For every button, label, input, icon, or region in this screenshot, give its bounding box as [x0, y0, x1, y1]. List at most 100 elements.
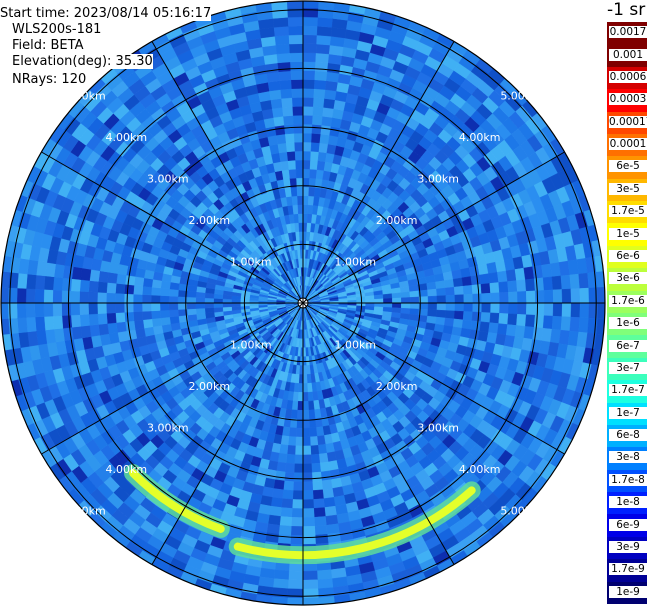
- range-gate-cell: [231, 302, 241, 307]
- range-gate-cell: [269, 505, 282, 517]
- range-gate-cell: [400, 291, 411, 299]
- range-gate-cell: [88, 313, 99, 326]
- range-gate-cell: [470, 274, 482, 286]
- range-gate-cell: [533, 314, 545, 329]
- range-gate-cell: [302, 472, 313, 483]
- range-gate-cell: [427, 309, 438, 318]
- range-gate-cell: [311, 124, 322, 135]
- ring-label: 4.00km: [459, 463, 501, 476]
- range-gate-cell: [302, 195, 309, 205]
- range-gate-cell: [312, 106, 324, 117]
- range-gate-cell: [302, 508, 315, 518]
- range-gate-cell: [98, 323, 109, 336]
- colorbar-label: 1.7e-9: [609, 563, 647, 576]
- range-gate-cell: [542, 276, 554, 291]
- range-gate-cell: [281, 498, 293, 509]
- range-gate-cell: [302, 365, 307, 375]
- range-gate-cell: [89, 269, 101, 282]
- range-gate-cell: [452, 318, 464, 329]
- colorbar-label: 1e-8: [609, 496, 647, 509]
- range-gate-cell: [281, 97, 293, 108]
- range-gate-cell: [79, 314, 90, 327]
- range-gate-cell: [270, 98, 283, 109]
- range-gate-cell: [312, 480, 323, 491]
- range-gate-cell: [213, 302, 223, 308]
- range-gate-cell: [186, 302, 197, 310]
- range-gate-cell: [186, 308, 197, 316]
- range-gate-cell: [116, 321, 127, 333]
- range-gate-cell: [280, 88, 293, 99]
- range-gate-cell: [392, 297, 402, 304]
- range-gate-cell: [302, 123, 313, 134]
- range-gate-cell: [298, 222, 304, 232]
- range-gate-cell: [322, 488, 335, 499]
- range-gate-cell: [16, 302, 27, 319]
- range-gate-cell: [374, 302, 384, 308]
- range-gate-cell: [317, 578, 334, 589]
- range-gate-cell: [71, 326, 83, 340]
- range-gate-cell: [302, 186, 310, 197]
- range-gate-cell: [302, 43, 317, 54]
- range-gate-cell: [317, 444, 328, 455]
- range-gate-cell: [292, 481, 304, 491]
- range-gate-cell: [308, 409, 316, 420]
- range-gate-cell: [302, 499, 314, 509]
- colorbar-swatch: 0.0006: [607, 66, 647, 90]
- range-gate-cell: [124, 274, 136, 286]
- range-gate-cell: [277, 452, 288, 464]
- range-gate-cell: [280, 160, 290, 171]
- range-gate-cell: [319, 133, 330, 145]
- range-gate-cell: [284, 187, 293, 198]
- range-gate-cell: [499, 292, 509, 304]
- range-gate-cell: [277, 142, 288, 154]
- range-gate-cell: [302, 463, 313, 474]
- ring-label: 2.00km: [376, 380, 418, 393]
- range-gate-cell: [302, 213, 308, 223]
- colorbar-label: 1.7e-6: [609, 294, 647, 307]
- range-gate-cell: [479, 273, 490, 285]
- colorbar-label: 1e-7: [609, 406, 647, 419]
- range-gate-cell: [295, 436, 304, 447]
- range-gate-cell: [463, 293, 474, 304]
- range-gate-cell: [295, 159, 304, 170]
- range-gate-cell: [169, 315, 180, 325]
- colorbar-swatch: 6e-9: [607, 514, 647, 538]
- range-gate-cell: [159, 295, 170, 304]
- range-gate-cell: [460, 267, 472, 279]
- colorbar-label: 1.7e-7: [609, 384, 647, 397]
- range-gate-cell: [115, 283, 126, 294]
- range-gate-cell: [290, 61, 304, 72]
- range-gate-cell: [321, 479, 333, 490]
- range-gate-cell: [314, 79, 327, 90]
- range-gate-cell: [291, 508, 304, 518]
- range-gate-cell: [195, 297, 205, 304]
- colorbar-label: 1.7e-5: [609, 205, 647, 218]
- range-gate-cell: [445, 310, 456, 320]
- range-gate-cell: [516, 314, 527, 327]
- range-gate-cell: [266, 71, 280, 83]
- ring-label: 5.00km: [500, 90, 542, 103]
- range-gate-cell: [427, 295, 438, 304]
- range-gate-cell: [273, 25, 290, 37]
- range-gate-cell: [471, 311, 482, 322]
- range-gate-cell: [292, 106, 304, 116]
- range-gate-cell: [444, 278, 455, 289]
- range-gate-cell: [279, 516, 292, 527]
- range-gate-cell: [106, 302, 116, 314]
- range-gate-cell: [281, 169, 291, 180]
- colorbar-label: 3e-8: [609, 451, 647, 464]
- range-gate-cell: [302, 454, 312, 465]
- colorbar-swatch: 6e-5: [607, 156, 647, 180]
- ring-label: 5.00km: [64, 504, 106, 517]
- range-gate-cell: [426, 281, 437, 291]
- range-gate-cell: [288, 25, 304, 36]
- colorbar-swatch: 1e-8: [607, 492, 647, 515]
- colorbar-swatch: 3e-7: [607, 357, 647, 381]
- range-gate-cell: [307, 400, 315, 411]
- colorbar-swatch: 1.7e-6: [607, 290, 647, 314]
- range-gate-cell: [480, 283, 491, 294]
- range-gate-cell: [516, 279, 527, 292]
- range-gate-cell: [570, 288, 581, 304]
- range-gate-cell: [293, 472, 304, 483]
- range-gate-cell: [514, 325, 526, 339]
